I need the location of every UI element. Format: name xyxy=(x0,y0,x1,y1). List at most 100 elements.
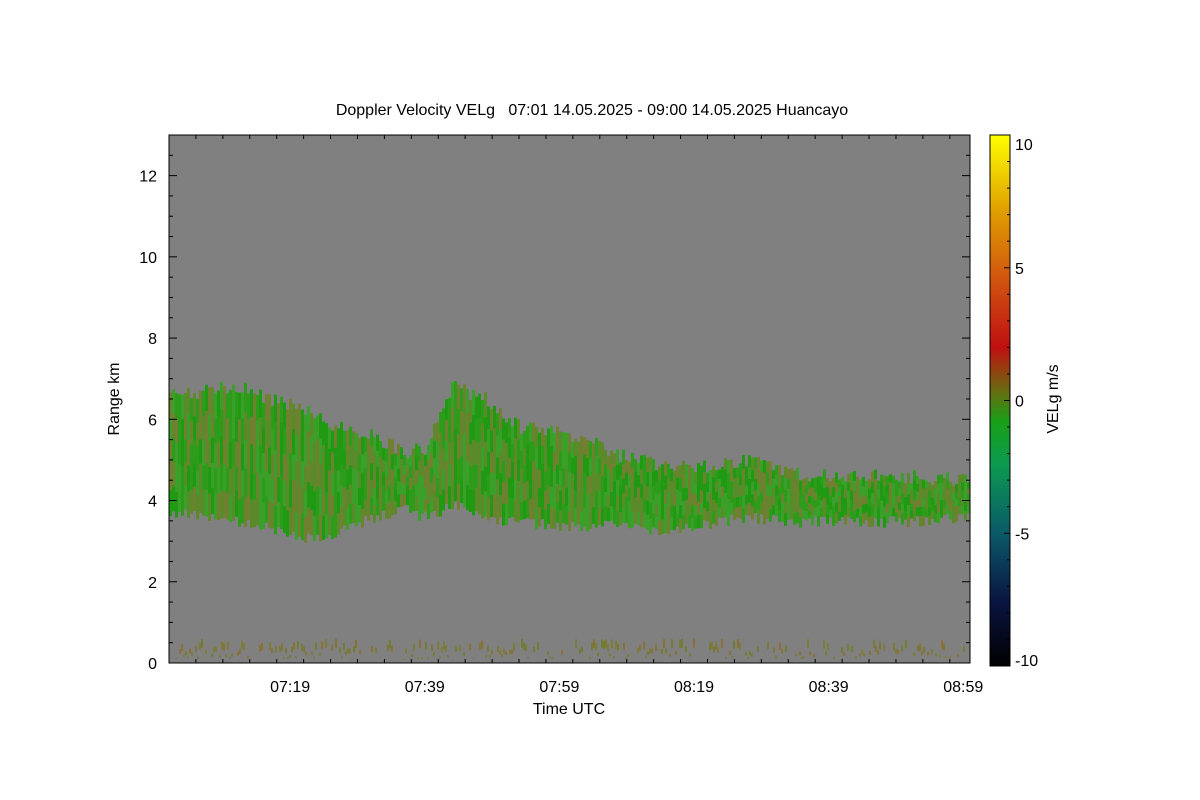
cloud-cell xyxy=(646,486,649,502)
cloud-cell xyxy=(832,487,835,498)
cloud-cell xyxy=(919,479,922,490)
cloud-cell xyxy=(505,483,508,505)
cloud-cell xyxy=(931,491,934,499)
velocity-heatmap-layer xyxy=(169,381,970,660)
clutter-cell xyxy=(485,654,487,658)
cloud-cell xyxy=(727,499,730,513)
cloud-cell xyxy=(328,448,331,471)
cloud-cell xyxy=(394,477,397,491)
cloud-cell xyxy=(184,462,187,487)
cloud-cell xyxy=(556,445,559,466)
cloud-cell xyxy=(547,447,550,468)
clutter-cell xyxy=(693,638,695,648)
cloud-cell xyxy=(955,506,958,515)
cloud-cell xyxy=(835,492,838,504)
cloud-cell xyxy=(841,492,844,502)
cloud-cell xyxy=(658,466,661,481)
cloud-cell xyxy=(739,485,742,497)
cloud-cell xyxy=(283,454,286,481)
cloud-cell xyxy=(307,431,310,458)
cloud-cell xyxy=(250,416,253,446)
cloud-cell xyxy=(220,463,223,492)
cloud-cell xyxy=(964,501,967,512)
cloud-cell xyxy=(286,460,289,487)
cloud-cell xyxy=(247,393,250,420)
cloud-cell xyxy=(961,497,964,507)
cloud-cell xyxy=(622,507,625,524)
cloud-cell xyxy=(358,488,361,506)
cloud-cell xyxy=(292,480,295,507)
cloud-cell xyxy=(280,449,283,477)
cloud-cell xyxy=(373,505,376,523)
cloud-cell xyxy=(751,469,754,483)
cloud-cell xyxy=(787,479,790,490)
cloud-cell xyxy=(607,469,610,483)
cloud-cell xyxy=(448,464,451,487)
cloud-cell xyxy=(178,441,181,466)
cloud-cell xyxy=(196,470,199,496)
cloud-cell xyxy=(493,494,496,518)
cloud-cell xyxy=(388,470,391,487)
clutter-cell xyxy=(417,657,419,659)
chart-title: Doppler Velocity VELg 07:01 14.05.2025 -… xyxy=(336,102,848,119)
cloud-cell xyxy=(241,470,244,498)
cloud-cell xyxy=(430,482,433,498)
clutter-cell xyxy=(945,656,947,659)
cloud-cell xyxy=(457,384,460,411)
cloud-cell xyxy=(466,461,469,487)
cloud-cell xyxy=(643,498,646,514)
cloud-cell xyxy=(946,496,949,506)
cloud-cell xyxy=(343,487,346,507)
cloud-cell xyxy=(880,500,883,511)
cloud-cell xyxy=(478,393,481,419)
cloud-cell xyxy=(433,492,436,511)
cloud-cell xyxy=(649,518,652,535)
cloud-cell xyxy=(190,421,193,445)
cloud-cell xyxy=(553,451,556,472)
cloud-cell xyxy=(772,505,775,515)
cloud-cell xyxy=(547,466,550,487)
cloud-cell xyxy=(961,489,964,499)
cloud-cell xyxy=(511,426,514,445)
cloud-cell xyxy=(802,486,805,496)
clutter-cell xyxy=(651,648,653,654)
cloud-cell xyxy=(940,483,943,493)
cloud-cell xyxy=(394,489,397,503)
cloud-cell xyxy=(322,492,325,517)
cloud-cell xyxy=(406,495,409,506)
cloud-cell xyxy=(829,502,832,511)
cloud-cell xyxy=(607,494,610,509)
cloud-cell xyxy=(271,503,274,529)
cloud-cell xyxy=(865,488,868,498)
cloud-cell xyxy=(739,463,742,475)
colorbar-tick-label: 0 xyxy=(1015,394,1024,411)
cloud-cell xyxy=(943,499,946,508)
cloud-cell xyxy=(463,481,466,507)
cloud-cell xyxy=(718,488,721,499)
cloud-cell xyxy=(658,520,661,535)
cloud-cell xyxy=(331,430,334,453)
cloud-cell xyxy=(181,418,184,444)
clutter-cell xyxy=(443,641,445,650)
cloud-cell xyxy=(745,485,748,496)
cloud-cell xyxy=(739,474,742,486)
cloud-cell xyxy=(247,494,250,521)
cloud-cell xyxy=(805,485,808,495)
x-tick-label: 07:19 xyxy=(270,679,310,696)
cloud-cell xyxy=(820,476,823,486)
clutter-cell xyxy=(855,656,857,659)
cloud-cell xyxy=(328,513,331,536)
clutter-cell xyxy=(615,641,617,650)
cloud-cell xyxy=(622,449,625,466)
clutter-cell xyxy=(923,646,925,653)
cloud-cell xyxy=(760,481,763,494)
cloud-cell xyxy=(730,481,733,493)
cloud-cell xyxy=(427,503,430,520)
cloud-cell xyxy=(832,477,835,489)
cloud-cell xyxy=(337,491,340,514)
clutter-cell xyxy=(425,642,427,650)
cloud-cell xyxy=(313,491,316,517)
cloud-cell xyxy=(817,506,820,517)
clutter-cell xyxy=(463,652,465,656)
